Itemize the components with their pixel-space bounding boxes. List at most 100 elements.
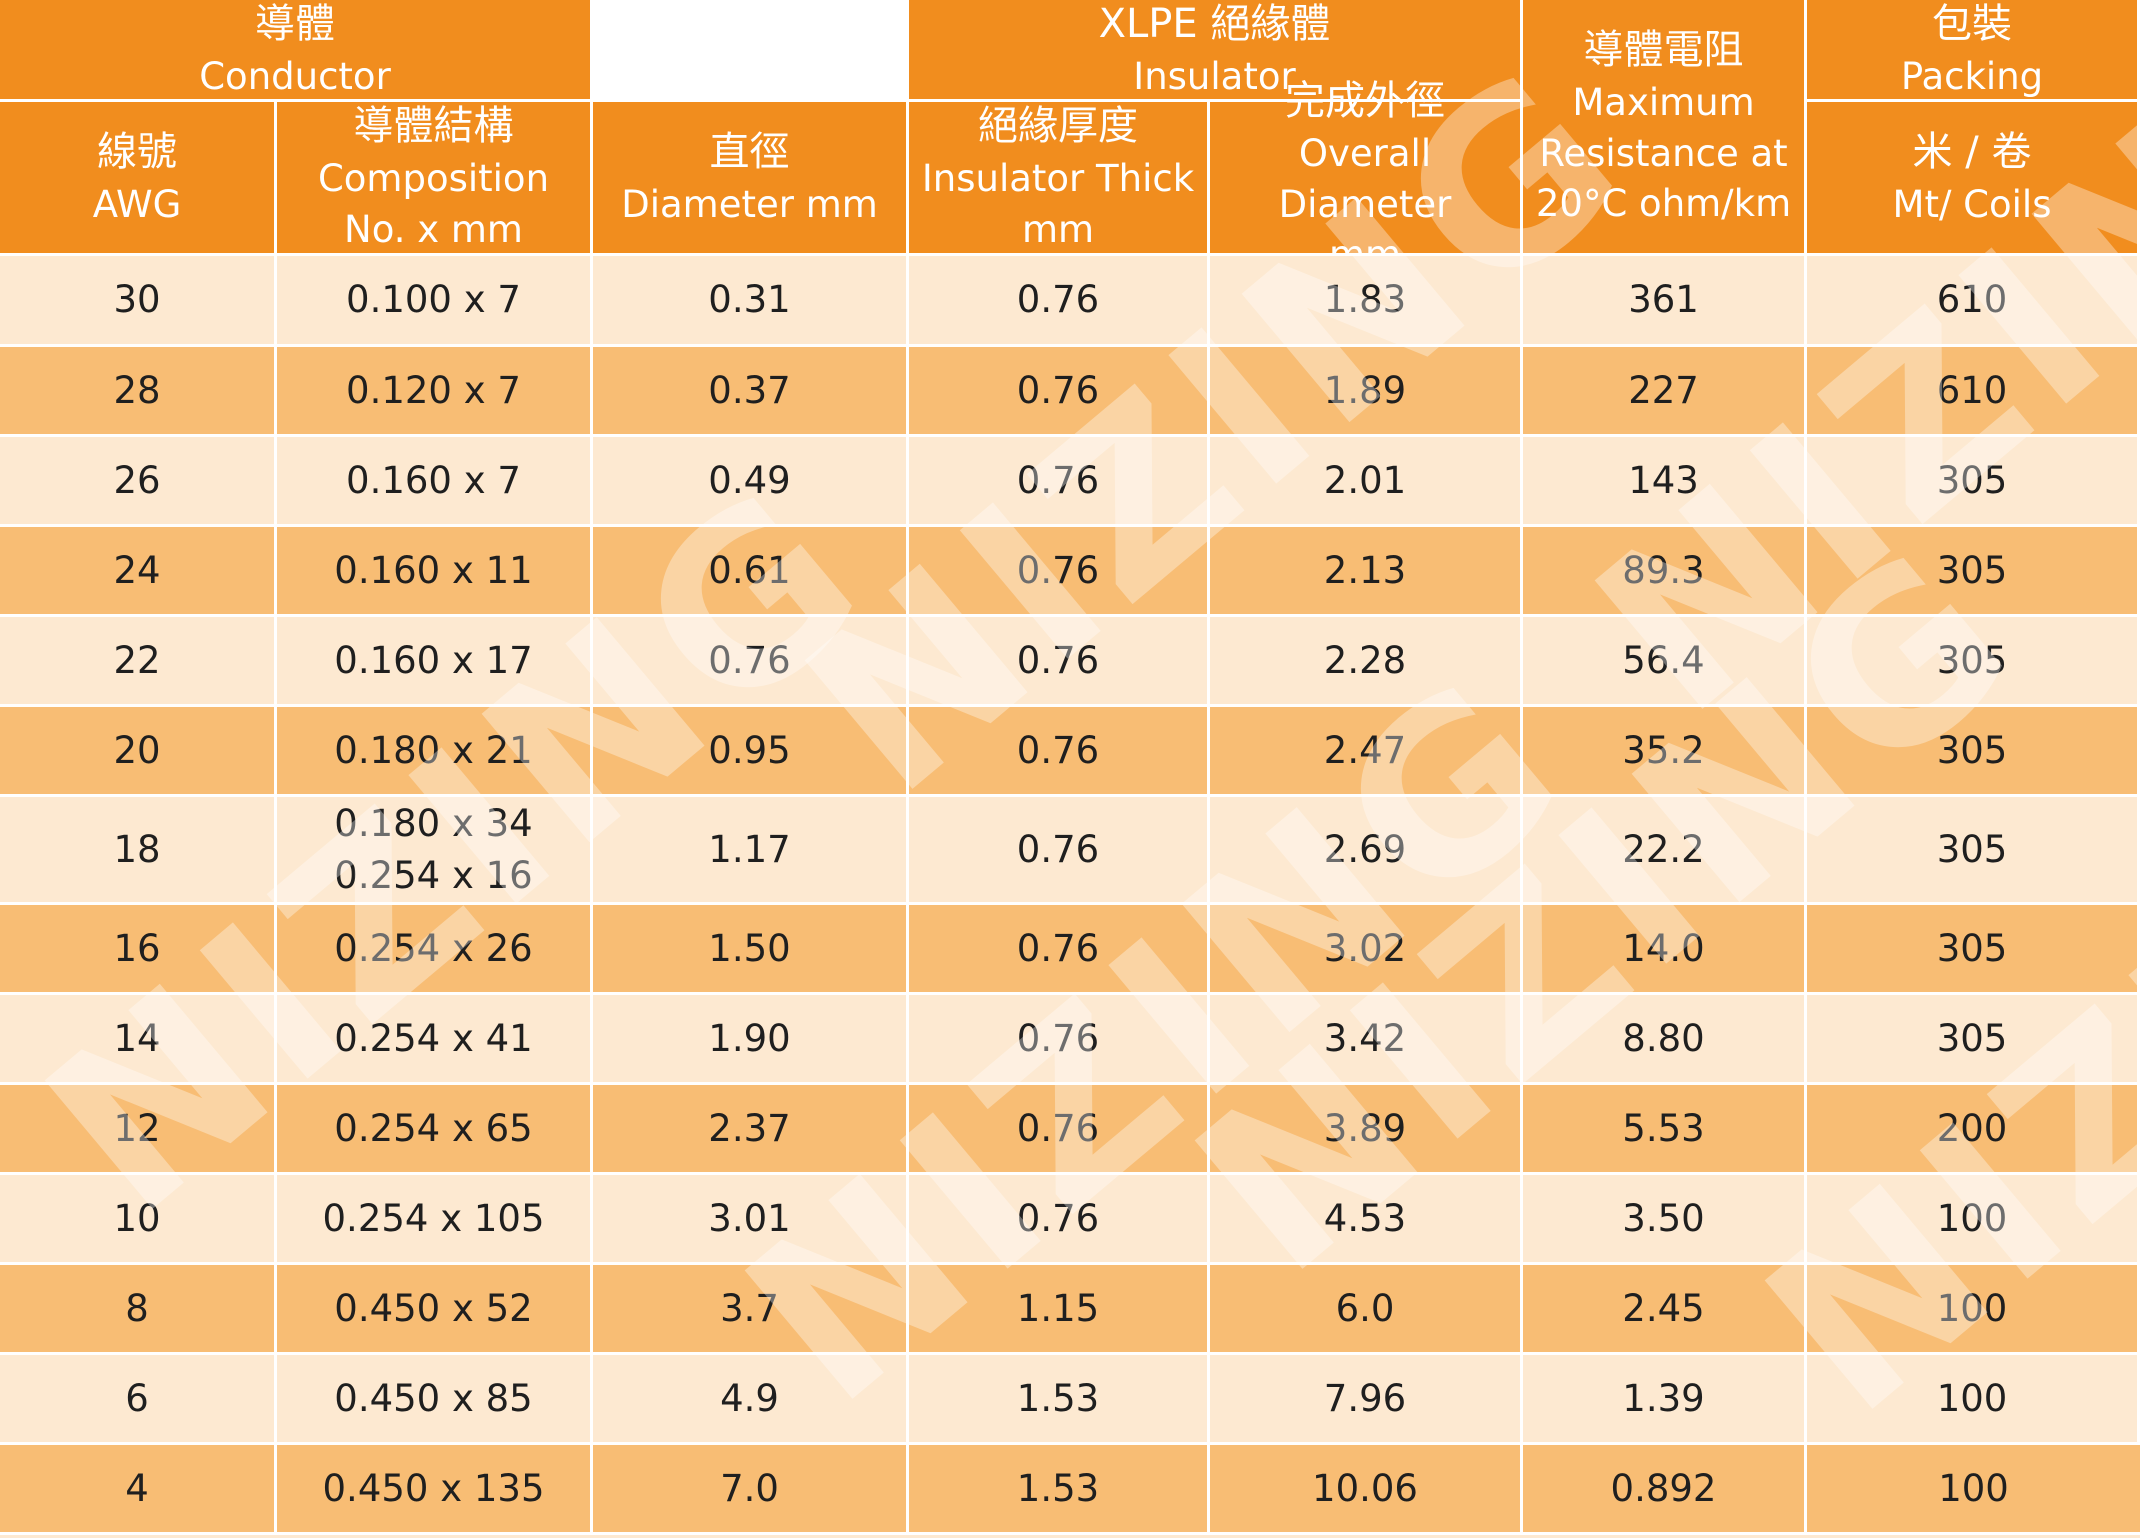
- cell-insulator-thick: 0.76: [909, 347, 1210, 437]
- cell-overall-diameter: 3.42: [1210, 995, 1523, 1085]
- cell-packing: 305: [1807, 797, 2140, 905]
- cell-insulator-thick: 0.76: [909, 1085, 1210, 1175]
- cell-resistance: 22.2: [1523, 797, 1807, 905]
- header-awg-zh: 線號: [97, 128, 177, 175]
- cell-diameter: 0.31: [593, 256, 909, 347]
- cell-resistance: 56.4: [1523, 617, 1807, 707]
- cell-resistance: 5.53: [1523, 1085, 1807, 1175]
- header-diameter-en: Diameter mm: [621, 182, 878, 226]
- header-conductor: 導體 Conductor: [0, 0, 593, 102]
- composition-line: 0.160 x 11: [334, 548, 533, 592]
- cell-diameter: 7.0: [593, 1445, 909, 1535]
- cell-insulator-thick: 0.76: [909, 437, 1210, 527]
- cell-overall-diameter: 4.53: [1210, 1175, 1523, 1265]
- cell-packing: 100: [1807, 1175, 2140, 1265]
- cell-insulator-thick: 0.76: [909, 256, 1210, 347]
- header-packing-zh: 包裝: [1932, 0, 2012, 47]
- cell-packing: 100: [1807, 1355, 2140, 1445]
- cell-packing: 305: [1807, 905, 2140, 995]
- header-coils: 米 / 卷 Mt/ Coils: [1807, 102, 2140, 256]
- cell-awg: 24: [0, 527, 277, 617]
- header-thick-en1: Insulator Thick: [921, 157, 1195, 201]
- cell-overall-diameter: 2.28: [1210, 617, 1523, 707]
- cell-diameter: 0.49: [593, 437, 909, 527]
- header-overall-zh: 完成外徑: [1285, 78, 1445, 125]
- composition-line: 0.160 x 7: [346, 458, 521, 502]
- cell-diameter: 0.76: [593, 617, 909, 707]
- composition-line: 0.180 x 34: [334, 801, 533, 845]
- cell-composition: 0.160 x 17: [277, 617, 593, 707]
- cell-insulator-thick: 1.53: [909, 1355, 1210, 1445]
- cell-composition: 0.450 x 85: [277, 1355, 593, 1445]
- cell-packing: 305: [1807, 527, 2140, 617]
- header-composition-en1: Composition: [317, 157, 550, 201]
- cell-packing: 610: [1807, 256, 2140, 347]
- cell-resistance: 2.45: [1523, 1265, 1807, 1355]
- header-composition: 導體結構 Composition No. x mm: [277, 102, 593, 256]
- cell-awg: 30: [0, 256, 277, 347]
- cell-resistance: 227: [1523, 347, 1807, 437]
- cell-awg: 14: [0, 995, 277, 1085]
- cell-resistance: 3.50: [1523, 1175, 1807, 1265]
- cell-awg: 28: [0, 347, 277, 437]
- cell-insulator-thick: 1.53: [909, 1445, 1210, 1535]
- cell-insulator-thick: 0.76: [909, 617, 1210, 707]
- cell-resistance: 143: [1523, 437, 1807, 527]
- header-overall: 完成外徑 Overall Diameter mm: [1210, 78, 1523, 276]
- cell-overall-diameter: 6.0: [1210, 1265, 1523, 1355]
- cell-packing: 305: [1807, 707, 2140, 797]
- cell-awg: 8: [0, 1265, 277, 1355]
- cell-resistance: 14.0: [1523, 905, 1807, 995]
- cell-resistance: 35.2: [1523, 707, 1807, 797]
- cell-composition: 0.450 x 135: [277, 1445, 593, 1535]
- cell-diameter: 1.17: [593, 797, 909, 905]
- cell-composition: 0.180 x 21: [277, 707, 593, 797]
- composition-line: 0.450 x 52: [334, 1286, 533, 1330]
- cell-packing: 305: [1807, 617, 2140, 707]
- cell-composition: 0.100 x 7: [277, 256, 593, 347]
- cell-insulator-thick: 0.76: [909, 707, 1210, 797]
- cell-awg: 12: [0, 1085, 277, 1175]
- header-resistance-en3: 20°C ohm/km: [1535, 182, 1792, 226]
- header-thick-en2: mm: [1021, 207, 1095, 251]
- composition-line: 0.254 x 41: [334, 1016, 533, 1060]
- cell-awg: 6: [0, 1355, 277, 1445]
- cell-overall-diameter: 2.01: [1210, 437, 1523, 527]
- cell-awg: 18: [0, 797, 277, 905]
- cell-packing: 305: [1807, 995, 2140, 1085]
- cell-overall-diameter: 3.89: [1210, 1085, 1523, 1175]
- cell-overall-diameter: 2.69: [1210, 797, 1523, 905]
- cell-diameter: 0.61: [593, 527, 909, 617]
- header-overall-en1: Overall Diameter: [1278, 131, 1452, 226]
- cell-overall-diameter: 1.83: [1210, 256, 1523, 347]
- cell-awg: 10: [0, 1175, 277, 1265]
- header-insulator-zh: XLPE 絕緣體: [1098, 0, 1331, 47]
- header-coils-en: Mt/ Coils: [1892, 182, 2052, 226]
- cell-insulator-thick: 0.76: [909, 1175, 1210, 1265]
- header-resistance-en1: Maximum: [1572, 80, 1755, 124]
- cell-insulator-thick: 0.76: [909, 797, 1210, 905]
- composition-line: 0.254 x 26: [334, 926, 533, 970]
- header-coils-zh: 米 / 卷: [1912, 128, 2032, 175]
- cell-overall-diameter: 2.47: [1210, 707, 1523, 797]
- cell-composition: 0.120 x 7: [277, 347, 593, 437]
- cell-composition: 0.254 x 105: [277, 1175, 593, 1265]
- composition-line: 0.120 x 7: [346, 368, 521, 412]
- header-composition-zh: 導體結構: [353, 103, 514, 150]
- cell-packing: 610: [1807, 347, 2140, 437]
- header-awg: 線號 AWG: [0, 102, 277, 256]
- cell-overall-diameter: 2.13: [1210, 527, 1523, 617]
- cell-composition: 0.254 x 65: [277, 1085, 593, 1175]
- composition-line: 0.254 x 105: [322, 1196, 545, 1240]
- header-diameter: 直徑 Diameter mm: [593, 102, 909, 256]
- cell-diameter: 4.9: [593, 1355, 909, 1445]
- cell-diameter: 0.37: [593, 347, 909, 437]
- cell-diameter: 0.95: [593, 707, 909, 797]
- cell-overall-diameter: 1.89: [1210, 347, 1523, 437]
- cell-diameter: 1.90: [593, 995, 909, 1085]
- cell-composition: 0.254 x 26: [277, 905, 593, 995]
- cell-diameter: 3.01: [593, 1175, 909, 1265]
- header-thick-zh: 絕緣厚度: [978, 103, 1138, 150]
- cell-packing: 305: [1807, 437, 2140, 527]
